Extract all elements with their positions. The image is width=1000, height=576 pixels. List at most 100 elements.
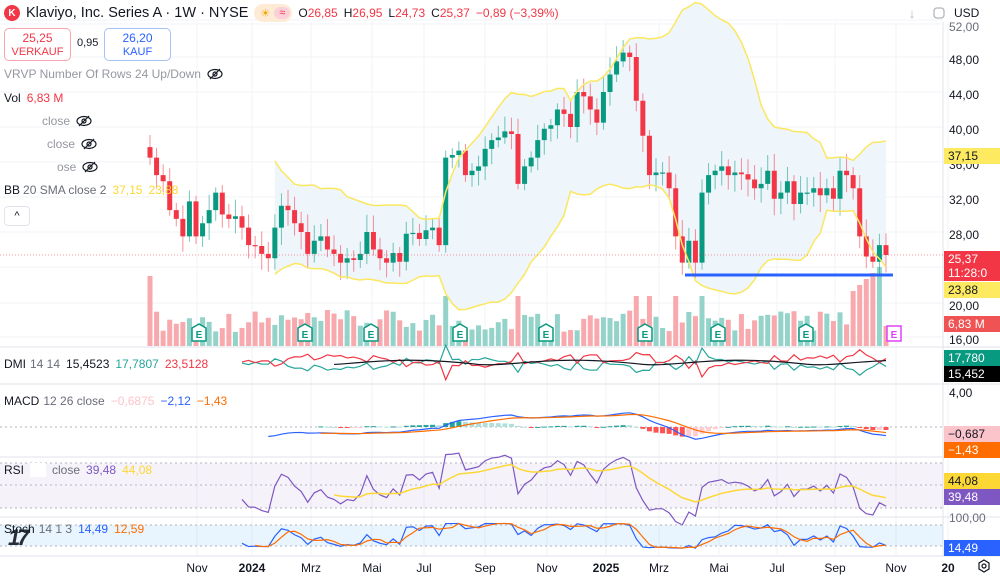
rsi-label: RSI [4,463,25,477]
stoch-axis-label: 100,00 [949,511,986,525]
fullscreen-icon[interactable] [928,3,950,23]
sell-label: VERKAUF [11,46,64,58]
legend-bollinger-bands[interactable]: BB 20 SMA close 2 37,15 23,88 [4,183,178,197]
high-label: H [343,6,353,20]
stoch-label: Stoch [4,522,35,536]
dmi-label: DMI [4,357,26,371]
rsi-params: close [52,463,81,477]
price-axis-label: 28,00 [949,228,980,242]
svg-text:E: E [302,330,309,341]
volume-tag: 6,83 M [944,316,1000,332]
sell-button[interactable]: 25,25 VERKAUF [4,28,71,61]
price-axis-label: 52,00 [949,20,980,34]
symbol-header: K Klaviyo, Inc. Series A · 1W · NYSE ☀ ≈… [4,2,559,24]
time-axis-label: 20 [941,561,955,575]
volume-value: 6,83 M [26,91,64,105]
legend-hidden-2[interactable]: close [47,137,97,151]
svg-text:E: E [891,330,898,341]
close-value: 25,37 [439,6,470,20]
legend-stoch[interactable]: Stoch 14 1 3 14,49 12,59 [4,522,144,536]
bb-lower-value: 23,88 [148,183,179,197]
price-axis-label: 44,00 [949,88,980,102]
last-price-value: 25,37 [948,252,979,266]
bb-upper-value: 37,15 [112,183,143,197]
low-label: L [388,6,396,20]
dmi-minus-value: 23,5128 [164,357,209,371]
svg-text:E: E [715,330,722,341]
ohlc-values: O26,85 H26,95 L24,73 C25,37 −0,89 (−3,39… [298,6,558,20]
time-axis-label: Nov [885,561,907,575]
rsi-ma-value: 44,08 [122,463,153,477]
hidden-indicator-label: ose [57,160,77,174]
time-axis-label: Nov [186,561,208,575]
time-axis-label: Jul [769,561,785,575]
price-axis-label: 48,00 [949,53,980,67]
rsi-redacted-box [30,463,47,477]
tradingview-logo-icon[interactable]: 17 [8,525,30,550]
eye-hidden-icon[interactable] [76,115,92,127]
rsi-value: 39,48 [86,463,117,477]
legend-rsi[interactable]: RSI close 39,48 44,08 [4,463,152,477]
svg-text:E: E [196,330,203,341]
settings-gear-icon[interactable] [976,559,992,575]
open-label: O [298,6,308,20]
time-axis-label: Sep [474,561,496,575]
bb-upper-tag: 37,15 [944,148,1000,164]
legend-hidden-1[interactable]: close [42,114,92,128]
dmi-plus-value: 17,7807 [115,357,159,371]
hidden-indicator-label: close [42,114,71,128]
macd-hist-tag: −0,687 [944,426,1000,442]
legend-volume[interactable]: Vol 6,83 M [4,91,63,105]
time-axis-label: Mai [362,561,382,575]
low-value: 24,73 [395,6,426,20]
legend-vrvp[interactable]: VRVP Number Of Rows 24 Up/Down [4,67,223,81]
hidden-indicator-label: close [47,137,76,151]
macd-label: MACD [4,394,40,408]
symbol-title[interactable]: Klaviyo, Inc. Series A · 1W · NYSE [26,5,249,21]
legend-dmi[interactable]: DMI 14 14 15,4523 17,7807 23,5128 [4,357,208,371]
currency-button[interactable]: USD [948,3,998,23]
macd-signal-value: −1,43 [196,394,228,408]
rsi-tag: 39,48 [944,489,1000,505]
change-value: −0,89 (−3,39%) [475,6,559,20]
collapse-legend-button[interactable]: ^ [4,206,30,226]
time-axis-label: Jul [416,561,432,575]
time-axis-label: 2025 [592,561,620,575]
dmi-params: 14 14 [30,357,61,371]
legend-hidden-3[interactable]: ose [57,160,98,174]
macd-signal-tag: −1,43 [944,442,1000,458]
company-logo-icon: K [4,5,20,21]
macd-value: −2,12 [160,394,191,408]
macd-params: 12 26 close [43,394,105,408]
time-axis-label: Mrz [649,561,669,575]
time-axis-label: Nov [536,561,558,575]
time-axis-label: Mrz [301,561,321,575]
wave-icon: ≈ [274,7,291,19]
spread-value: 0,95 [77,37,99,49]
high-value: 26,95 [352,6,383,20]
volume-label: Vol [4,91,21,105]
open-value: 26,85 [307,6,338,20]
price-axis-label: 40,00 [949,123,980,137]
bb-label: BB [4,183,21,197]
svg-text:E: E [642,330,649,341]
sell-price: 25,25 [22,31,53,45]
price-axis-label: 16,00 [949,333,980,347]
eye-hidden-icon[interactable] [82,161,98,173]
download-icon[interactable]: ↓ [908,5,916,21]
buy-price: 26,20 [122,31,153,45]
buy-label: KAUF [122,46,153,58]
market-status-pill[interactable]: ☀ ≈ [254,4,293,22]
eye-hidden-icon[interactable] [81,138,97,150]
stoch-d-value: 12,59 [114,522,145,536]
macd-axis-label: 4,00 [949,386,973,400]
rsi-ma-tag: 44,08 [944,473,1000,489]
time-axis-label: Sep [824,561,846,575]
legend-macd[interactable]: MACD 12 26 close −0,6875 −2,12 −1,43 [4,394,227,408]
svg-text:E: E [457,330,464,341]
buy-button[interactable]: 26,20 KAUF [104,28,171,61]
eye-hidden-icon[interactable] [207,68,223,80]
svg-text:E: E [803,330,810,341]
